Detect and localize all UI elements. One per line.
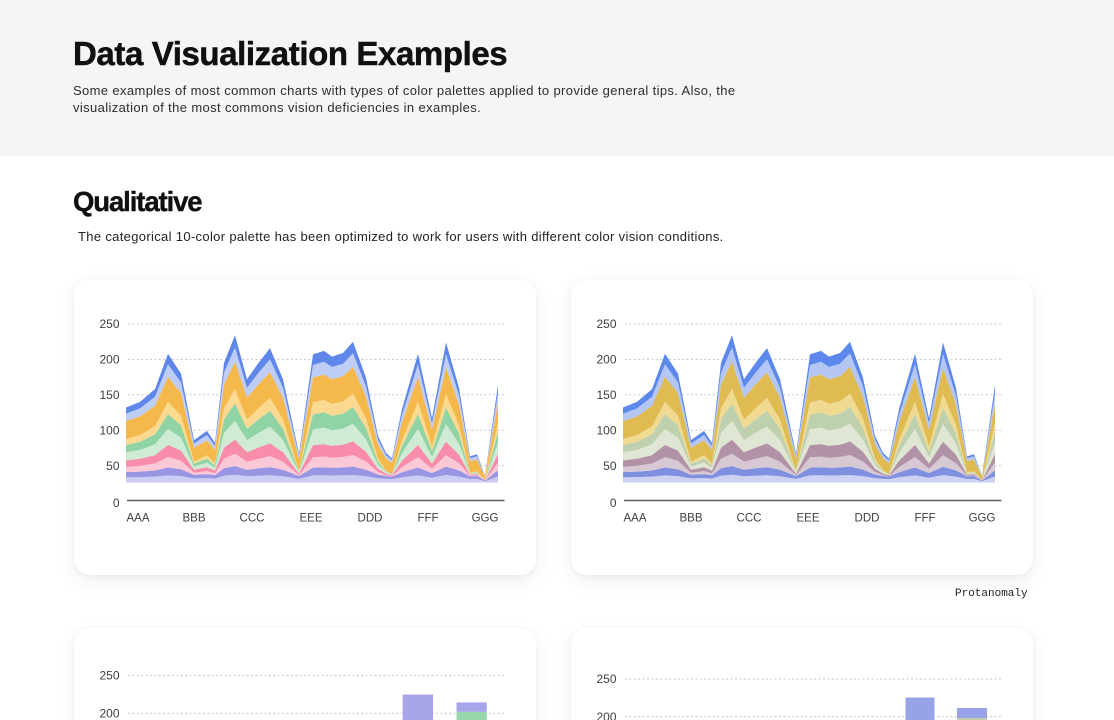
- svg-text:DDD: DDD: [358, 513, 383, 525]
- svg-text:EEE: EEE: [796, 513, 819, 525]
- svg-text:GGG: GGG: [969, 513, 996, 525]
- svg-text:250: 250: [596, 672, 616, 686]
- svg-text:CCC: CCC: [737, 513, 762, 525]
- svg-text:100: 100: [99, 423, 119, 437]
- svg-text:0: 0: [610, 496, 617, 510]
- svg-text:250: 250: [99, 669, 119, 683]
- svg-text:50: 50: [106, 459, 120, 473]
- svg-text:BBB: BBB: [679, 513, 702, 525]
- svg-text:200: 200: [596, 353, 616, 367]
- svg-text:FFF: FFF: [914, 513, 935, 525]
- svg-text:250: 250: [596, 317, 616, 331]
- svg-text:AAA: AAA: [623, 513, 646, 525]
- svg-text:200: 200: [99, 706, 119, 720]
- svg-text:EEE: EEE: [299, 513, 322, 525]
- svg-text:GGG: GGG: [472, 513, 499, 525]
- svg-text:0: 0: [113, 496, 120, 510]
- svg-text:200: 200: [99, 353, 119, 367]
- svg-text:200: 200: [596, 710, 616, 720]
- svg-text:CCC: CCC: [240, 513, 265, 525]
- svg-text:50: 50: [603, 459, 617, 473]
- svg-text:DDD: DDD: [855, 513, 880, 525]
- svg-text:150: 150: [596, 388, 616, 402]
- svg-text:250: 250: [99, 317, 119, 331]
- svg-text:BBB: BBB: [182, 513, 205, 525]
- svg-text:150: 150: [99, 388, 119, 402]
- svg-text:FFF: FFF: [417, 513, 438, 525]
- svg-text:AAA: AAA: [126, 513, 149, 525]
- svg-text:100: 100: [596, 423, 616, 437]
